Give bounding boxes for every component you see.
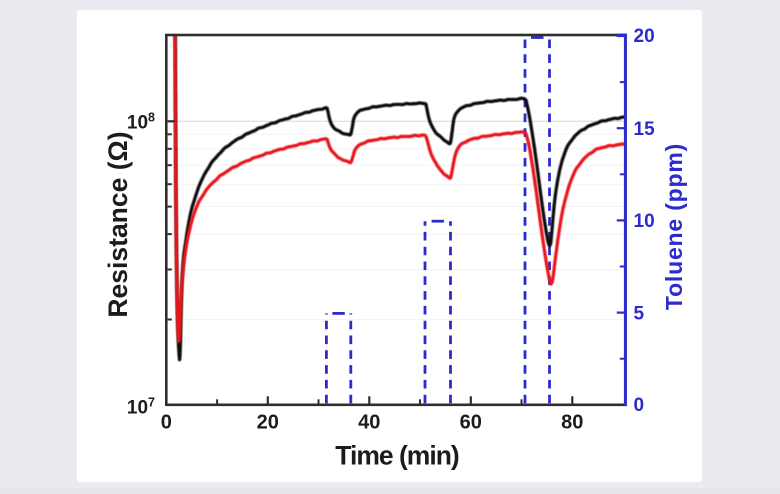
svg-text:108: 108 [127, 110, 155, 133]
svg-text:80: 80 [561, 412, 583, 434]
svg-text:60: 60 [460, 412, 482, 434]
svg-text:10: 10 [634, 211, 655, 232]
svg-text:Resistance (Ω): Resistance (Ω) [103, 131, 133, 317]
svg-text:Toluene (ppm): Toluene (ppm) [661, 143, 687, 310]
svg-text:Time (min): Time (min) [335, 441, 459, 471]
svg-text:107: 107 [127, 396, 155, 419]
svg-text:20: 20 [634, 26, 655, 47]
svg-text:20: 20 [257, 412, 279, 434]
svg-text:15: 15 [634, 119, 656, 140]
svg-text:5: 5 [634, 303, 645, 324]
svg-text:40: 40 [358, 412, 380, 434]
svg-text:0: 0 [161, 412, 172, 434]
svg-text:0: 0 [634, 395, 645, 416]
